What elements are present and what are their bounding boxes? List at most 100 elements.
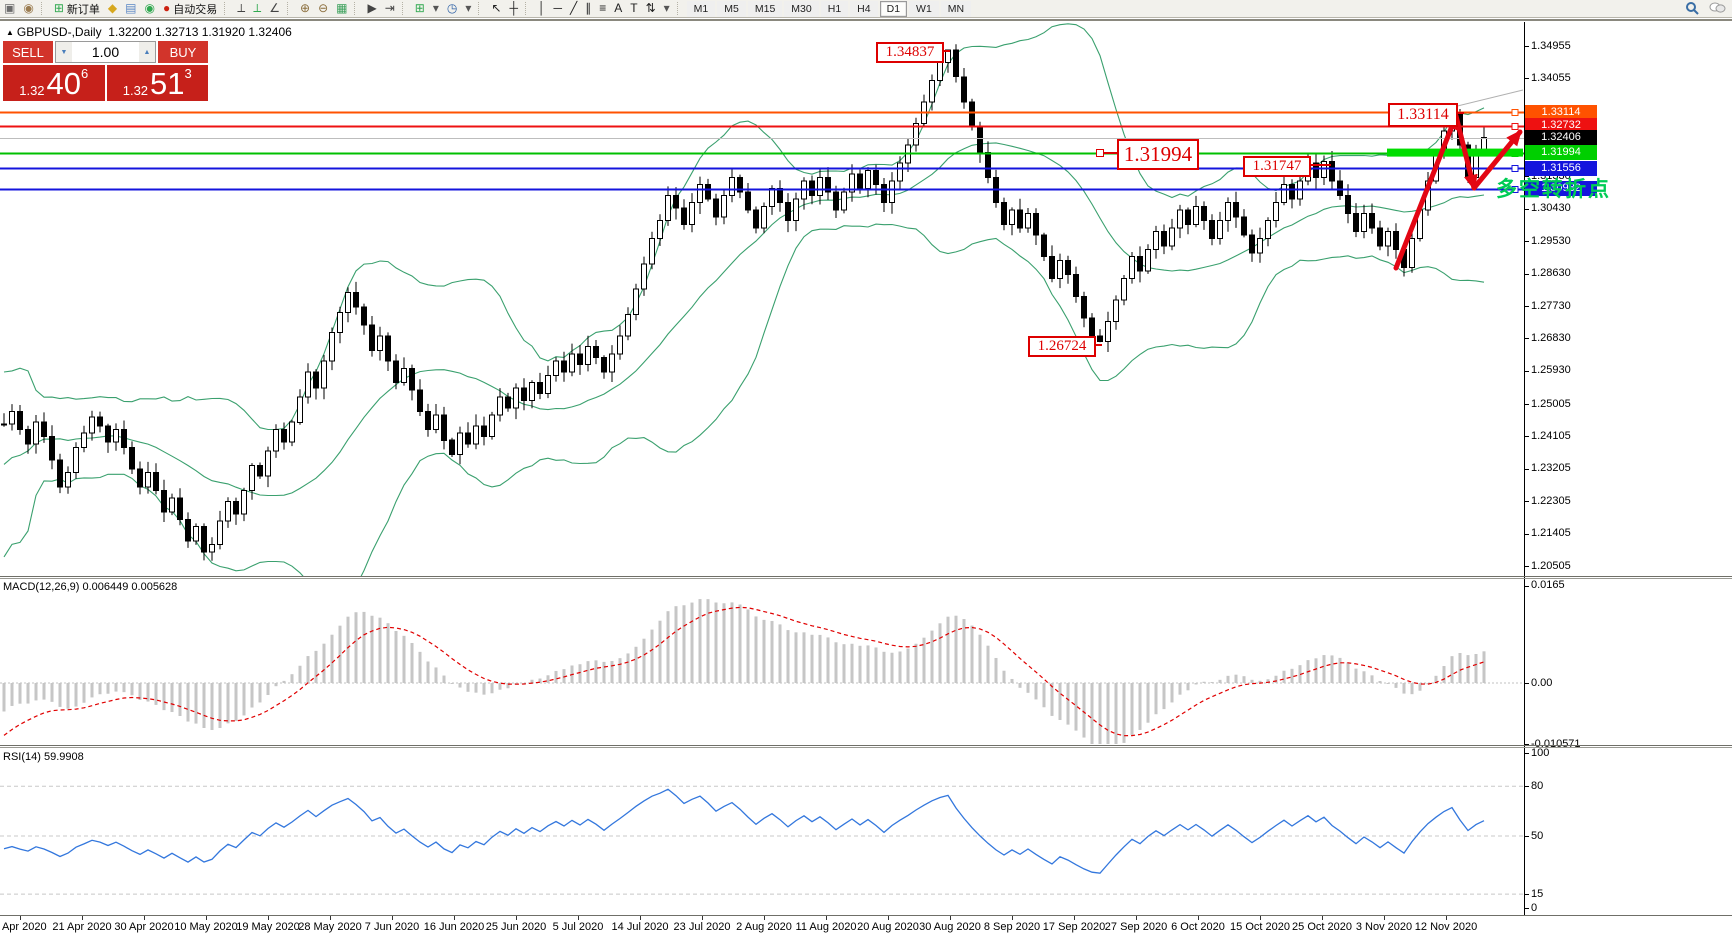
date-tick-label: 2 Apr 2020 bbox=[0, 921, 47, 933]
price-level-badge[interactable]: 1.32406 bbox=[1525, 130, 1597, 145]
auto-scroll-icon[interactable]: ▶ bbox=[364, 1, 379, 16]
horizontal-line-icon[interactable]: ─ bbox=[550, 1, 565, 16]
fibonacci-icon[interactable]: ≡ bbox=[596, 1, 609, 16]
timeframe-m30[interactable]: M30 bbox=[784, 0, 819, 17]
price-label-annotation[interactable]: 1.26724 bbox=[1028, 336, 1096, 357]
search-icon[interactable] bbox=[1685, 1, 1699, 18]
symbol-info-line: ▲ GBPUSD-,Daily 1.32200 1.32713 1.31920 1… bbox=[6, 25, 292, 39]
rsi-tick-mark bbox=[1524, 894, 1529, 895]
timeframe-m1[interactable]: M1 bbox=[686, 0, 716, 17]
timeframe-mn[interactable]: MN bbox=[940, 0, 972, 17]
auto-scroll-icon: ▶ bbox=[367, 1, 377, 15]
rsi-tick-label: 100 bbox=[1531, 747, 1550, 759]
auto-trading-button-label: 自动交易 bbox=[173, 3, 218, 16]
date-tick-mark bbox=[144, 916, 145, 920]
main-toolbar: ▣ ◉ ⊞ 新订单 ◆ ▤ ◉ ● 自动交易 ⟂ ⟂ ∠ ⊕ ⊖ ▦ ▶ ⇥ ⊞ ▾ ◷ ▾ ↖ ┼ │ ─ ╱ ∥ ≡ A T ⇅ ▾ M1 M… bbox=[0, 0, 1732, 18]
zoom-in-icon[interactable]: ⊕ bbox=[297, 1, 313, 16]
chart-shift-icon[interactable]: ⇥ bbox=[382, 1, 398, 16]
rsi-dates-separator bbox=[0, 915, 1732, 916]
timeframe-d1[interactable]: D1 bbox=[879, 0, 908, 17]
buy-button[interactable]: BUY bbox=[158, 41, 208, 63]
text-icon[interactable]: A bbox=[611, 1, 625, 16]
text-label-icon[interactable]: T bbox=[627, 1, 640, 16]
price-tick-mark bbox=[1524, 176, 1529, 177]
add-indicator-icon[interactable]: ⊞ bbox=[412, 1, 428, 16]
price-level-badge[interactable]: 1.31556 bbox=[1525, 161, 1597, 176]
volume-up-button[interactable]: ▲ bbox=[139, 42, 155, 62]
bar-chart-icon[interactable]: ⟂ bbox=[234, 1, 248, 16]
sell-button[interactable]: SELL bbox=[3, 41, 53, 63]
period-dropdown-icon[interactable]: ▾ bbox=[462, 1, 474, 16]
rsi-tick-label: 50 bbox=[1531, 830, 1544, 842]
price-tick-label: 1.21405 bbox=[1531, 527, 1571, 539]
timeframe-h1[interactable]: H1 bbox=[820, 0, 849, 17]
sell-price-panel[interactable]: 1.32 40 6 bbox=[3, 65, 105, 101]
arrows-dropdown-icon[interactable]: ▾ bbox=[661, 1, 673, 16]
new-order-button[interactable]: ⊞ 新订单 bbox=[51, 1, 103, 16]
date-tick-label: 2 Aug 2020 bbox=[736, 921, 792, 933]
date-tick-label: 23 Jul 2020 bbox=[673, 921, 731, 933]
date-tick-mark bbox=[1446, 916, 1447, 920]
volume-input[interactable] bbox=[72, 42, 139, 62]
price-tick-mark bbox=[1524, 436, 1529, 437]
tile-windows-icon[interactable]: ▦ bbox=[333, 1, 350, 16]
market-watch-icon[interactable]: ◉ bbox=[20, 1, 36, 16]
toolbar-separator bbox=[224, 2, 230, 15]
terminal-icon[interactable]: ▤ bbox=[122, 1, 139, 16]
date-tick-label: 25 Jun 2020 bbox=[485, 921, 547, 933]
price-level-badge[interactable]: 1.31994 bbox=[1525, 145, 1597, 160]
equidistant-channel-icon[interactable]: ∥ bbox=[582, 1, 594, 16]
volume-down-button[interactable]: ▼ bbox=[56, 42, 72, 62]
annotation-leader bbox=[1094, 343, 1102, 346]
price-tick-mark bbox=[1524, 46, 1529, 47]
price-label-annotation[interactable]: 1.33114 bbox=[1388, 103, 1458, 127]
history-center-icon[interactable]: ◆ bbox=[105, 1, 120, 16]
main-macd-separator[interactable] bbox=[0, 576, 1732, 577]
crosshair-icon[interactable]: ┼ bbox=[506, 1, 521, 16]
cursor-icon[interactable]: ↖ bbox=[488, 1, 504, 16]
price-label-annotation[interactable]: 1.31747 bbox=[1243, 156, 1311, 177]
price-tick-mark bbox=[1524, 501, 1529, 502]
price-label-annotation[interactable]: 1.31994 bbox=[1117, 139, 1199, 170]
timeframe-w1[interactable]: W1 bbox=[909, 0, 939, 17]
price-level-badge[interactable]: 1.33114 bbox=[1525, 105, 1597, 120]
toolbar-separator bbox=[401, 2, 408, 15]
cursor-icon: ↖ bbox=[491, 1, 502, 15]
vertical-line-icon[interactable]: │ bbox=[535, 1, 549, 16]
macd-rsi-separator[interactable] bbox=[0, 745, 1732, 746]
timeframe-h4[interactable]: H4 bbox=[850, 0, 878, 17]
date-tick-mark bbox=[20, 916, 21, 920]
strategy-tester-icon: ◉ bbox=[144, 1, 155, 15]
timeframe-m15[interactable]: M15 bbox=[747, 0, 783, 17]
chart-window-icon[interactable]: ▣ bbox=[1, 1, 18, 16]
date-tick-label: 21 Apr 2020 bbox=[52, 921, 112, 933]
line-chart-icon[interactable]: ∠ bbox=[266, 1, 283, 16]
zoom-out-icon[interactable]: ⊖ bbox=[315, 1, 331, 16]
buy-price-panel[interactable]: 1.32 51 3 bbox=[106, 65, 208, 101]
price-label-annotation[interactable]: 1.34837 bbox=[876, 42, 944, 63]
arrows-dropdown-icon: ▾ bbox=[663, 1, 670, 15]
auto-trading-button[interactable]: ● 自动交易 bbox=[160, 1, 220, 16]
price-chart-canvas[interactable] bbox=[0, 0, 1524, 940]
price-level-badge[interactable]: 1.30982 bbox=[1525, 181, 1597, 196]
indicator-dropdown-icon[interactable]: ▾ bbox=[430, 1, 442, 16]
toolbar-separator bbox=[676, 2, 683, 15]
price-level-badge[interactable]: 1.32732 bbox=[1525, 118, 1597, 133]
trendline-icon[interactable]: ╱ bbox=[567, 1, 580, 16]
add-indicator-icon: ⊞ bbox=[414, 1, 425, 15]
timeframe-m5[interactable]: M5 bbox=[717, 0, 746, 17]
date-tick-mark bbox=[330, 916, 331, 920]
strategy-tester-icon[interactable]: ◉ bbox=[141, 1, 157, 16]
date-tick-mark bbox=[1198, 916, 1199, 920]
rsi-tick-label: 15 bbox=[1531, 888, 1544, 900]
candlestick-chart-icon[interactable]: ⟂ bbox=[250, 1, 264, 16]
rsi-tick-mark bbox=[1524, 908, 1529, 909]
date-tick-label: 19 May 2020 bbox=[236, 921, 300, 933]
price-tick-mark bbox=[1524, 78, 1529, 79]
date-tick-label: 14 Jul 2020 bbox=[611, 921, 669, 933]
annotation-handle bbox=[1096, 148, 1104, 157]
period-icon[interactable]: ◷ bbox=[444, 1, 460, 16]
arrows-tool-icon[interactable]: ⇅ bbox=[643, 1, 659, 16]
turning-point-text[interactable]: 多空转折点 bbox=[1496, 177, 1611, 201]
chat-icon[interactable] bbox=[1709, 2, 1726, 18]
